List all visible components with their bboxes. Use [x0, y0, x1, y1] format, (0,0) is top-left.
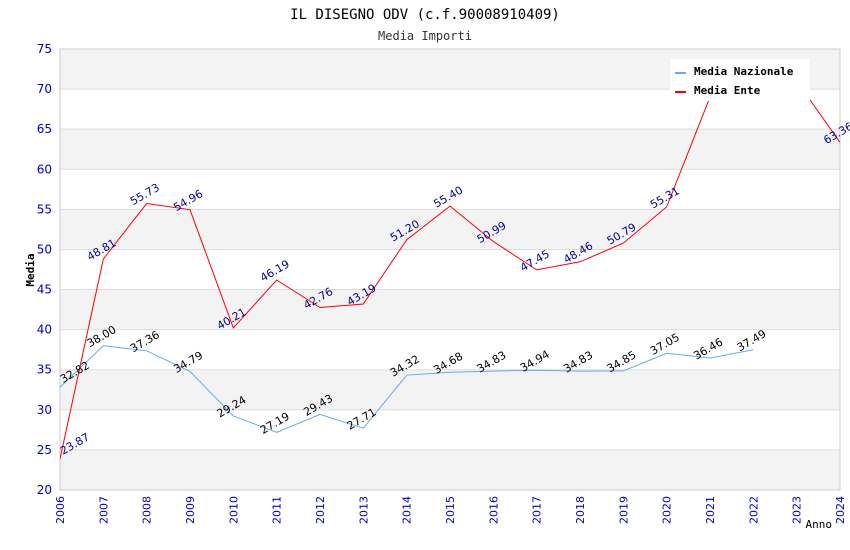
y-tick-label: 75 [37, 42, 52, 56]
data-label: 37.36 [128, 328, 162, 355]
grid-band [60, 369, 840, 410]
chart-subtitle: Media Importi [378, 29, 472, 43]
legend-label: Media Ente [694, 84, 761, 97]
x-tick-label: 2024 [834, 496, 847, 524]
x-tick-label: 2007 [97, 496, 110, 524]
legend-box [670, 59, 810, 101]
y-tick-label: 35 [37, 363, 52, 377]
y-axis-label: Media [24, 253, 37, 286]
x-tick-label: 2019 [617, 496, 630, 524]
data-label: 47.45 [518, 247, 552, 274]
x-tick-label: 2008 [141, 496, 154, 524]
grid-band [60, 289, 840, 330]
x-tick-label: 2009 [184, 496, 197, 524]
grid-band [60, 129, 840, 170]
x-tick-label: 2020 [661, 496, 674, 524]
y-tick-label: 50 [37, 242, 52, 256]
x-tick-label: 2006 [54, 496, 67, 524]
y-tick-label: 20 [37, 483, 52, 497]
x-tick-label: 2017 [531, 496, 544, 524]
x-tick-label: 2022 [747, 496, 760, 524]
grid-band [60, 209, 840, 250]
x-tick-label: 2016 [487, 496, 500, 524]
legend-label: Media Nazionale [694, 65, 794, 78]
x-tick-label: 2023 [791, 496, 804, 524]
x-tick-label: 2010 [227, 496, 240, 524]
y-tick-label: 60 [37, 162, 52, 176]
x-tick-label: 2015 [444, 496, 457, 524]
x-axis-label: Anno [806, 518, 833, 531]
y-tick-label: 25 [37, 443, 52, 457]
data-label: 55.40 [431, 184, 465, 211]
y-tick-label: 65 [37, 122, 52, 136]
y-tick-label: 45 [37, 283, 52, 297]
data-label: 36.46 [691, 335, 725, 362]
y-tick-label: 40 [37, 323, 52, 337]
grid-band [60, 449, 840, 490]
plot-frame [59, 48, 841, 491]
legend: Media Nazionale Media Ente [670, 59, 810, 101]
data-label: 27.19 [258, 410, 292, 437]
data-label: 55.31 [648, 184, 682, 211]
y-tick-label: 70 [37, 82, 52, 96]
data-label: 55.73 [128, 181, 162, 208]
x-tick-label: 2018 [574, 496, 587, 524]
x-tick-label: 2012 [314, 496, 327, 524]
x-tick-label: 2014 [401, 496, 414, 524]
x-tick-label: 2011 [271, 496, 284, 524]
y-tick-label: 55 [37, 202, 52, 216]
x-tick-label: 2013 [357, 496, 370, 524]
y-tick-label: 30 [37, 403, 52, 417]
data-label: 46.19 [258, 257, 292, 284]
x-tick-label: 2021 [704, 496, 717, 524]
chart-title: IL DISEGNO ODV (c.f.90008910409) [290, 7, 560, 23]
series-line-media-nazionale [60, 345, 754, 433]
